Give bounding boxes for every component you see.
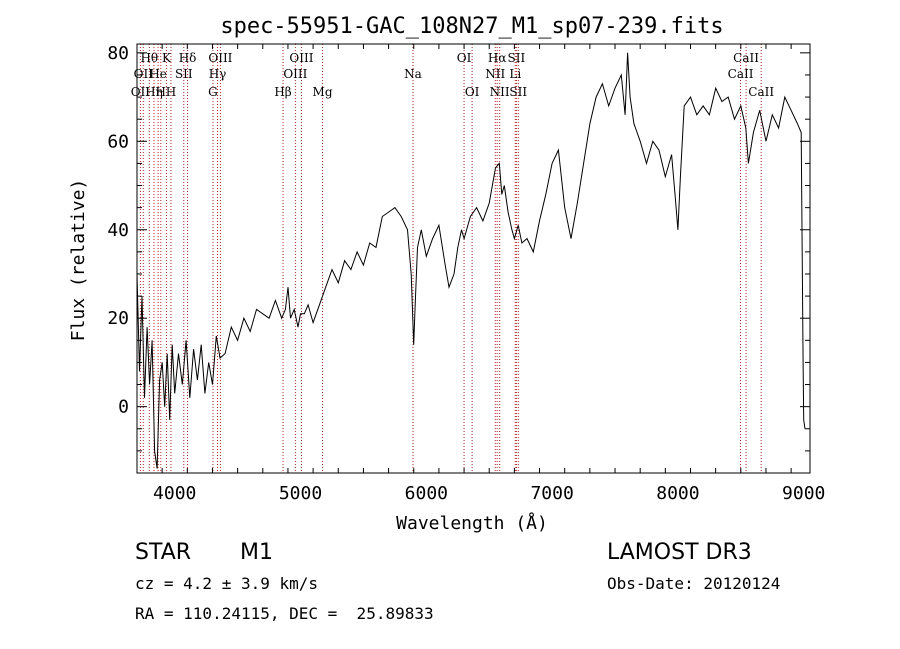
line-label: OII [134, 67, 154, 81]
plot-frame [136, 43, 811, 474]
object-class: STAR [135, 540, 192, 565]
x-tick-label: 6000 [405, 483, 448, 504]
line-label: Hα [488, 51, 507, 65]
y-axis-label: Flux (relative) [68, 179, 89, 342]
line-label: He [149, 67, 167, 81]
line-label: Hθ [140, 51, 158, 65]
line-label: Mg [313, 85, 333, 99]
y-tick-label: 80 [107, 43, 129, 64]
line-label: CaII [733, 51, 759, 65]
y-tick-label: 40 [107, 220, 129, 241]
line-label: OIII [208, 51, 232, 65]
x-axis-label: Wavelength (Å) [396, 512, 548, 534]
spectrum-line [136, 52, 806, 469]
line-label: H [166, 85, 176, 99]
y-tick-label: 20 [107, 308, 129, 329]
observation-date: Obs-Date: 20120124 [607, 574, 781, 593]
line-markers [139, 44, 762, 473]
line-label: Hγ [209, 67, 227, 81]
line-label: Hη [145, 85, 163, 99]
chart-title: spec-55951-GAC_108N27_M1_sp07-239.fits [220, 14, 723, 39]
line-label: Hδ [179, 51, 197, 65]
redshift-readout: cz = 4.2 ± 3.9 km/s [135, 574, 319, 593]
line-label: K [162, 51, 172, 65]
y-axis: 0 20 40 60 80 [107, 43, 810, 452]
x-tick-label: 9000 [782, 483, 825, 504]
line-label: Hβ [274, 85, 291, 99]
line-label: CaII [748, 85, 774, 99]
line-label: OI [457, 51, 472, 65]
line-label: OIII [289, 51, 313, 65]
x-tick-label: 4000 [153, 483, 196, 504]
line-label: SII [175, 67, 193, 81]
object-subclass: M1 [240, 540, 273, 565]
x-axis: 4000 5000 6000 7000 8000 9000 [136, 44, 825, 504]
line-label: Li [509, 67, 521, 81]
x-tick-label: 5000 [279, 483, 322, 504]
line-label: Na [404, 67, 422, 81]
coordinates-readout: RA = 110.24115, DEC = 25.89833 [135, 604, 434, 623]
line-labels: OII OII Hθ Hη He H K H SII Hδ G Hγ OIII Hβ OIII OIII Mg N… [131, 51, 775, 99]
line-label: CaII [728, 67, 754, 81]
survey-name: LAMOST DR3 [607, 540, 752, 565]
line-label: OIII [283, 67, 307, 81]
line-label: SII [508, 51, 526, 65]
line-label: H [156, 85, 166, 99]
x-tick-label: 7000 [530, 483, 573, 504]
line-label: OII [131, 85, 151, 99]
line-label: NII [485, 67, 505, 81]
line-label: SII [509, 85, 527, 99]
line-label: OI [465, 85, 480, 99]
y-tick-label: 0 [118, 397, 129, 418]
y-tick-label: 60 [107, 131, 129, 152]
line-label: NII [490, 85, 510, 99]
line-label: G [208, 85, 218, 99]
x-tick-label: 8000 [656, 483, 699, 504]
